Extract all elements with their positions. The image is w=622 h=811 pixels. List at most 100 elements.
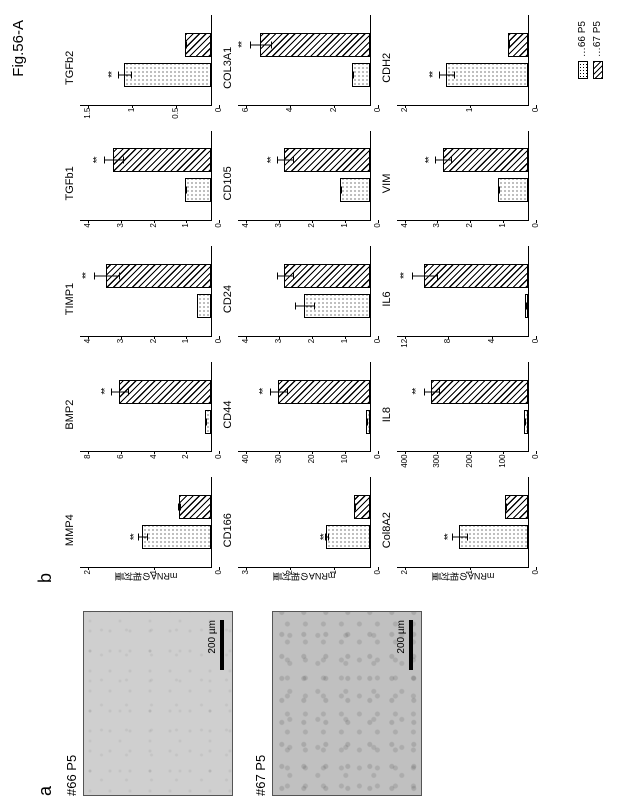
ytick: 3 <box>117 223 125 243</box>
plot-row: 010203040 ** <box>238 362 370 468</box>
chart-IL6: IL6 04812 ** <box>381 246 529 352</box>
chart-title: TGFb1 <box>64 131 78 237</box>
bars: ** <box>397 477 528 567</box>
ytick: 3 <box>117 339 125 359</box>
bar <box>505 495 528 519</box>
plot-area: 01234 ** <box>80 131 212 222</box>
plot-area: 02468 ** <box>80 362 212 453</box>
plot-area: 00.511.5 ** <box>80 15 212 106</box>
chart-title: CDH2 <box>381 15 395 121</box>
bar-wrap <box>238 294 369 318</box>
plot-row: 00.511.5 ** <box>80 15 212 121</box>
legend-item: …66 P5 <box>577 21 588 79</box>
ytick: 2 <box>401 570 409 590</box>
chart-title: Col8A2 <box>381 477 395 583</box>
figure-wrap: Fig.56-A a #66 P5 200 µm #67 P5 200 µm b… <box>0 0 622 811</box>
bar-wrap: ** <box>238 525 369 549</box>
y-axis-label <box>238 109 370 121</box>
bar: ** <box>260 33 369 57</box>
bar <box>366 410 370 434</box>
content: a #66 P5 200 µm #67 P5 200 µm b MMP4 mRN… <box>35 15 607 796</box>
ytick: 12 <box>401 339 409 359</box>
chart-title: COL3A1 <box>222 15 236 121</box>
plot-area: 0246 ** <box>238 15 370 106</box>
bar-wrap <box>238 264 369 288</box>
chart-TGFb2: TGFb2 00.511.5 ** <box>64 15 212 121</box>
significance-marker: ** <box>259 389 269 395</box>
y-axis-label <box>80 109 212 121</box>
bar-wrap: ** <box>80 264 211 288</box>
y-axis-label <box>80 224 212 236</box>
chart-title: TIMP1 <box>64 246 78 352</box>
chart-CDH2: CDH2 012 ** <box>381 15 529 121</box>
ytick: 3 <box>433 223 441 243</box>
plot-area: 01234 ** <box>238 131 370 222</box>
ytick: 3 <box>275 223 283 243</box>
bar-wrap: ** <box>238 148 369 172</box>
ytick: 2 <box>84 570 92 590</box>
chart-title: BMP2 <box>64 362 78 468</box>
significance-marker: ** <box>400 273 410 279</box>
bar-wrap <box>80 410 211 434</box>
legend-item: …67 P5 <box>592 21 603 79</box>
bar-wrap: ** <box>80 148 211 172</box>
bar-wrap <box>238 495 369 519</box>
ytick: 2 <box>150 339 158 359</box>
chart-CD24: CD24 01234 <box>222 246 370 352</box>
y-axis-label <box>238 224 370 236</box>
ytick: 2 <box>182 454 190 474</box>
error-bar <box>270 391 288 392</box>
error-bar <box>295 306 314 307</box>
chart-title: VIM <box>381 131 395 237</box>
chart-VIM: VIM 01234 ** <box>381 131 529 237</box>
error-bar <box>94 276 120 277</box>
bar-wrap: ** <box>80 63 211 87</box>
ytick: 2 <box>466 223 474 243</box>
significance-marker: ** <box>82 273 92 279</box>
error-bar <box>197 306 198 307</box>
micrograph: 200 µm <box>83 611 233 796</box>
bar-wrap: ** <box>238 380 369 404</box>
ytick: 1.5 <box>84 108 92 128</box>
bar: ** <box>326 525 370 549</box>
bars: ** <box>397 362 528 452</box>
bars <box>238 246 369 336</box>
ytick: 4 <box>488 339 496 359</box>
plot-row: 0246 ** <box>238 15 370 121</box>
ytick: 2 <box>150 223 158 243</box>
ytick: 0 <box>532 108 540 128</box>
ytick: 1 <box>128 108 136 128</box>
bar-wrap <box>397 33 528 57</box>
plot-row: 0100200300400 ** <box>397 362 529 468</box>
plot-area: 010203040 ** <box>238 362 370 453</box>
bar-wrap <box>80 33 211 57</box>
bar-wrap: ** <box>80 380 211 404</box>
plot-area: 012 ** <box>397 477 529 568</box>
y-axis-label <box>238 340 370 352</box>
y-axis-label <box>397 224 529 236</box>
y-axis-label <box>397 109 529 121</box>
scale-text: 200 µm <box>396 620 407 654</box>
error-bar <box>355 507 356 508</box>
ytick: 4 <box>242 339 250 359</box>
bar <box>205 410 212 434</box>
ytick: 0 <box>532 570 540 590</box>
chart-title: TGFb2 <box>64 15 78 121</box>
ytick: 8 <box>84 454 92 474</box>
ytick: 1 <box>499 223 507 243</box>
y-ticks: 0123 <box>238 567 369 570</box>
plot-area: 0100200300400 ** <box>397 362 529 453</box>
significance-marker: ** <box>320 534 330 540</box>
error-bar <box>353 74 354 75</box>
bars: ** <box>238 362 369 452</box>
chart-BMP2: BMP2 02468 ** <box>64 362 212 468</box>
ytick: 1 <box>341 339 349 359</box>
bar: ** <box>446 63 528 87</box>
significance-marker: ** <box>444 534 454 540</box>
bar <box>179 495 212 519</box>
error-bar <box>452 537 469 538</box>
bar <box>498 178 528 202</box>
ytick: 1 <box>182 339 190 359</box>
plot-row: 02468 ** <box>80 362 212 468</box>
error-bar <box>412 276 437 277</box>
